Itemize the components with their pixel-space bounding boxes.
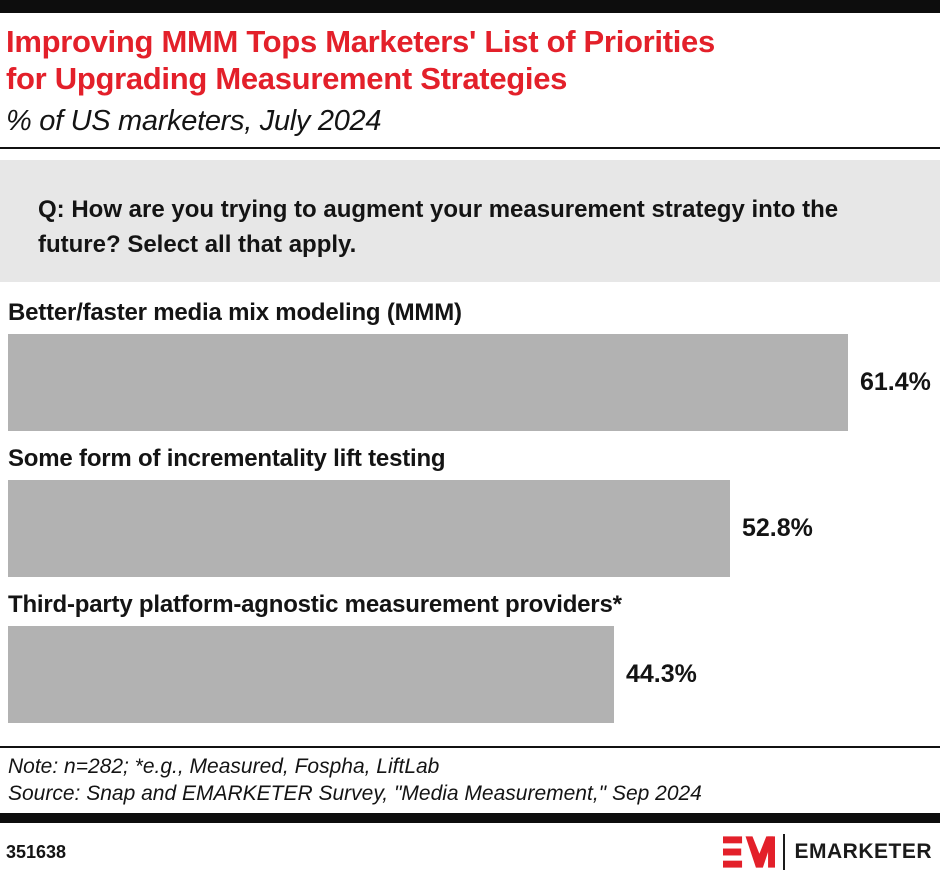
bar-value-label: 52.8% bbox=[742, 513, 813, 542]
bar-fill bbox=[8, 625, 614, 723]
bottom-black-bar bbox=[0, 813, 940, 824]
bar-track: 52.8% bbox=[8, 479, 932, 577]
chart-title-line2: for Upgrading Measurement Strategies bbox=[6, 60, 568, 96]
footer-divider bbox=[0, 745, 940, 748]
bar-row: Better/faster media mix modeling (MMM) 6… bbox=[8, 299, 932, 431]
bar-track: 61.4% bbox=[8, 333, 932, 431]
note-text: Note: n=282; *e.g., Measured, Fospha, Li… bbox=[8, 754, 440, 778]
bar-row: Third-party platform-agnostic measuremen… bbox=[8, 591, 932, 723]
chart-subtitle: % of US marketers, July 2024 bbox=[6, 104, 382, 137]
logo-divider bbox=[783, 834, 786, 871]
bar-category-label: Better/faster media mix modeling (MMM) bbox=[8, 298, 462, 326]
brand-wordmark: EMARKETER bbox=[794, 840, 932, 864]
bar-category-label: Third-party platform-agnostic measuremen… bbox=[8, 590, 622, 618]
survey-question-text: Q: How are you trying to augment your me… bbox=[38, 195, 839, 258]
emarketer-monogram-icon bbox=[723, 836, 776, 868]
bar-row: Some form of incrementality lift testing… bbox=[8, 445, 932, 577]
footer-bar: 351638 EMARKETER bbox=[0, 823, 940, 871]
chart-id: 351638 bbox=[6, 841, 67, 862]
chart-header: Improving MMM Tops Marketers' List of Pr… bbox=[0, 13, 940, 138]
footnotes: Note: n=282; *e.g., Measured, Fospha, Li… bbox=[0, 748, 940, 808]
source-text: Source: Snap and EMARKETER Survey, "Medi… bbox=[8, 782, 702, 806]
bar-track: 44.3% bbox=[8, 625, 932, 723]
bar-chart: Better/faster media mix modeling (MMM) 6… bbox=[8, 299, 932, 723]
bar-fill bbox=[8, 333, 848, 431]
emarketer-logo: EMARKETER bbox=[723, 834, 932, 871]
top-black-bar bbox=[0, 0, 940, 13]
chart-title-line1: Improving MMM Tops Marketers' List of Pr… bbox=[6, 24, 715, 59]
bar-value-label: 61.4% bbox=[860, 367, 931, 396]
survey-question-box: Q: How are you trying to augment your me… bbox=[0, 159, 940, 282]
bar-value-label: 44.3% bbox=[626, 659, 697, 688]
bar-category-label: Some form of incrementality lift testing bbox=[8, 444, 446, 472]
bar-fill bbox=[8, 479, 730, 577]
chart-title: Improving MMM Tops Marketers' List of Pr… bbox=[6, 24, 932, 98]
header-divider bbox=[0, 146, 940, 149]
